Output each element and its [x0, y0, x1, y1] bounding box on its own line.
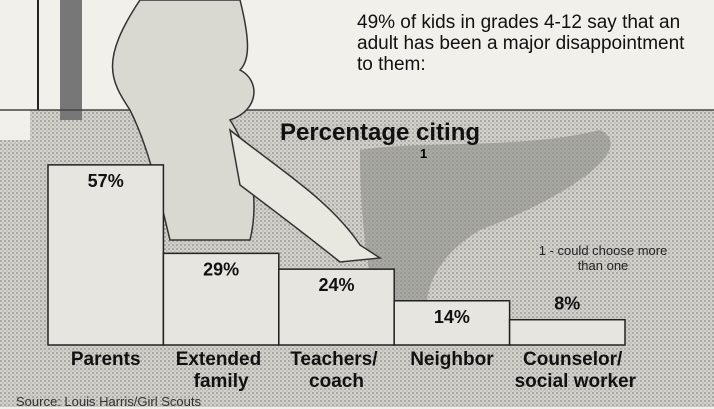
- door-shade: [60, 0, 82, 120]
- x-tick-label: Parents: [71, 349, 141, 370]
- value-label: 57%: [88, 171, 124, 191]
- value-label: 24%: [318, 275, 354, 295]
- bar: [48, 165, 163, 345]
- value-label: 29%: [203, 259, 239, 279]
- bar: [510, 320, 625, 345]
- value-label: 8%: [554, 294, 580, 314]
- subtitle: 49% of kids in grades 4-12 say that an a…: [357, 12, 687, 75]
- x-tick-label: Counselor/ social worker: [515, 349, 637, 392]
- footnote: 1 - could choose more than one: [528, 243, 678, 273]
- title-footnote-marker: 1: [420, 146, 427, 161]
- page: {"chart_data": { "type": "bar", "title":…: [0, 0, 714, 407]
- value-label: 14%: [434, 307, 470, 327]
- x-tick-label: Neighbor: [410, 349, 494, 370]
- chart-title: Percentage citing: [280, 119, 480, 146]
- halftone-floor: [0, 140, 30, 407]
